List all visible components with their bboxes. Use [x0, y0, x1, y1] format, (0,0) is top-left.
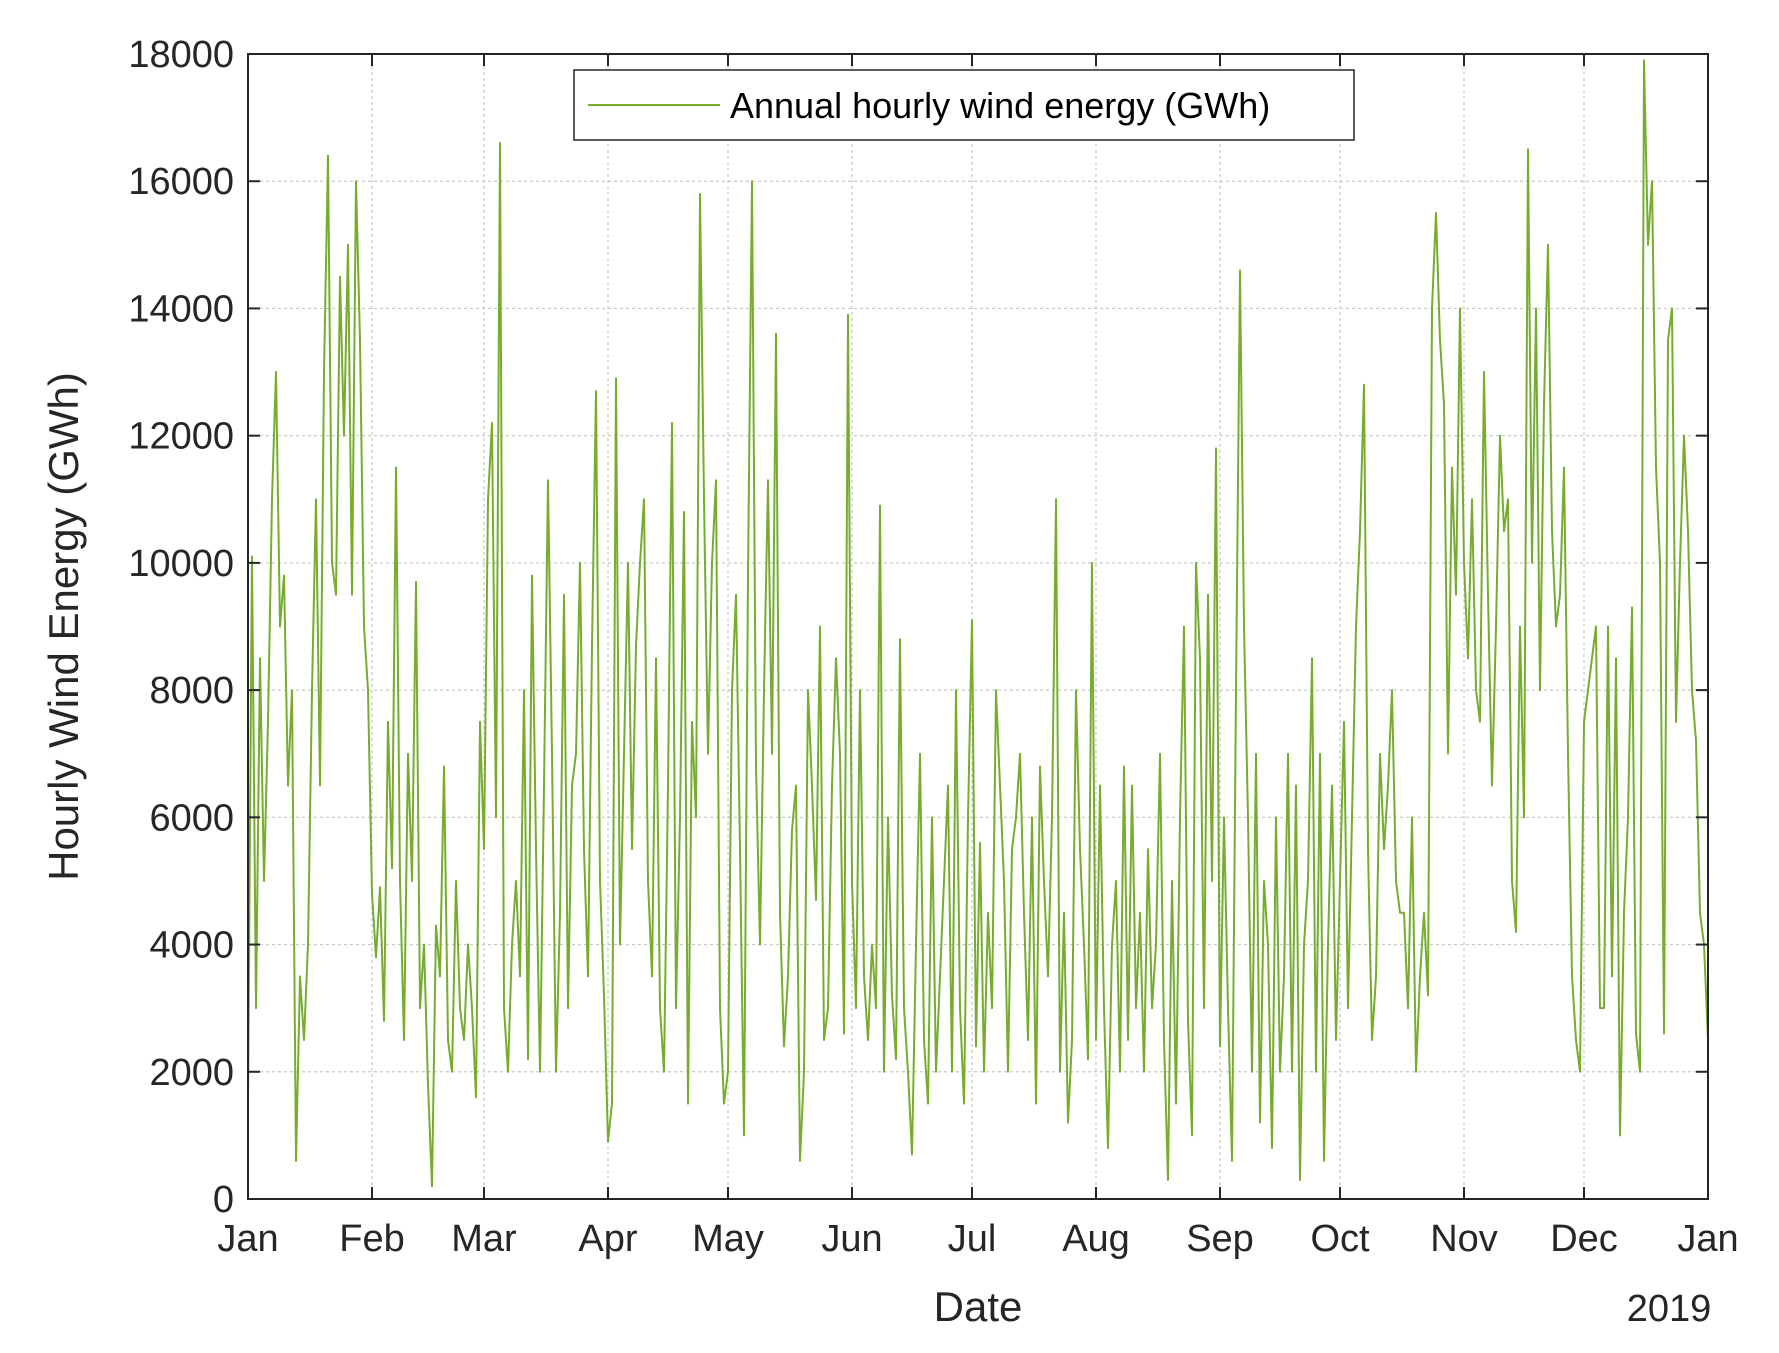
y-tick-label: 0: [213, 1179, 234, 1221]
series-line: [247, 59, 1709, 1188]
y-tick-label: 2000: [149, 1052, 234, 1094]
y-tick-label: 18000: [128, 34, 234, 76]
x-tick-labels: Jan Feb Mar Apr May Jun Jul Aug Sep Oct Nov Dec Jan: [217, 1218, 1738, 1260]
x-tick-label: Feb: [339, 1218, 404, 1260]
y-axis-title: Hourly Wind Energy (GWh): [40, 372, 87, 881]
x-tick-label: Nov: [1430, 1218, 1498, 1260]
x-tick-label: Jun: [821, 1218, 882, 1260]
x-tick-label: Apr: [578, 1218, 637, 1260]
plot-frame: [247, 53, 1709, 1200]
series-layer: [247, 59, 1709, 1188]
x-tick-label: Mar: [451, 1218, 517, 1260]
x-tick-label: Aug: [1062, 1218, 1130, 1260]
year-label: 2019: [1627, 1288, 1712, 1330]
axis-ticks: [247, 53, 1709, 1200]
legend: Annual hourly wind energy (GWh): [573, 69, 1355, 141]
y-tick-label: 8000: [149, 670, 234, 712]
y-tick-label: 6000: [149, 797, 234, 839]
x-tick-label: Jan: [217, 1218, 278, 1260]
y-tick-label: 12000: [128, 416, 234, 458]
legend-label: Annual hourly wind energy (GWh): [730, 85, 1270, 126]
y-tick-label: 4000: [149, 925, 234, 967]
x-tick-label: May: [692, 1218, 764, 1260]
y-tick-labels: 0 2000 4000 6000 8000 10000 12000 14000 16000 180…: [128, 34, 234, 1221]
y-tick-label: 14000: [128, 288, 234, 330]
x-tick-label: Jul: [948, 1218, 997, 1260]
x-tick-label: Jan: [1677, 1218, 1738, 1260]
x-axis-title: Date: [934, 1283, 1023, 1330]
x-tick-label: Dec: [1550, 1218, 1618, 1260]
x-tick-label: Sep: [1186, 1218, 1254, 1260]
x-tick-label: Oct: [1310, 1218, 1370, 1260]
y-tick-label: 10000: [128, 543, 234, 585]
y-tick-label: 16000: [128, 161, 234, 203]
plot-area: [248, 54, 1708, 1199]
